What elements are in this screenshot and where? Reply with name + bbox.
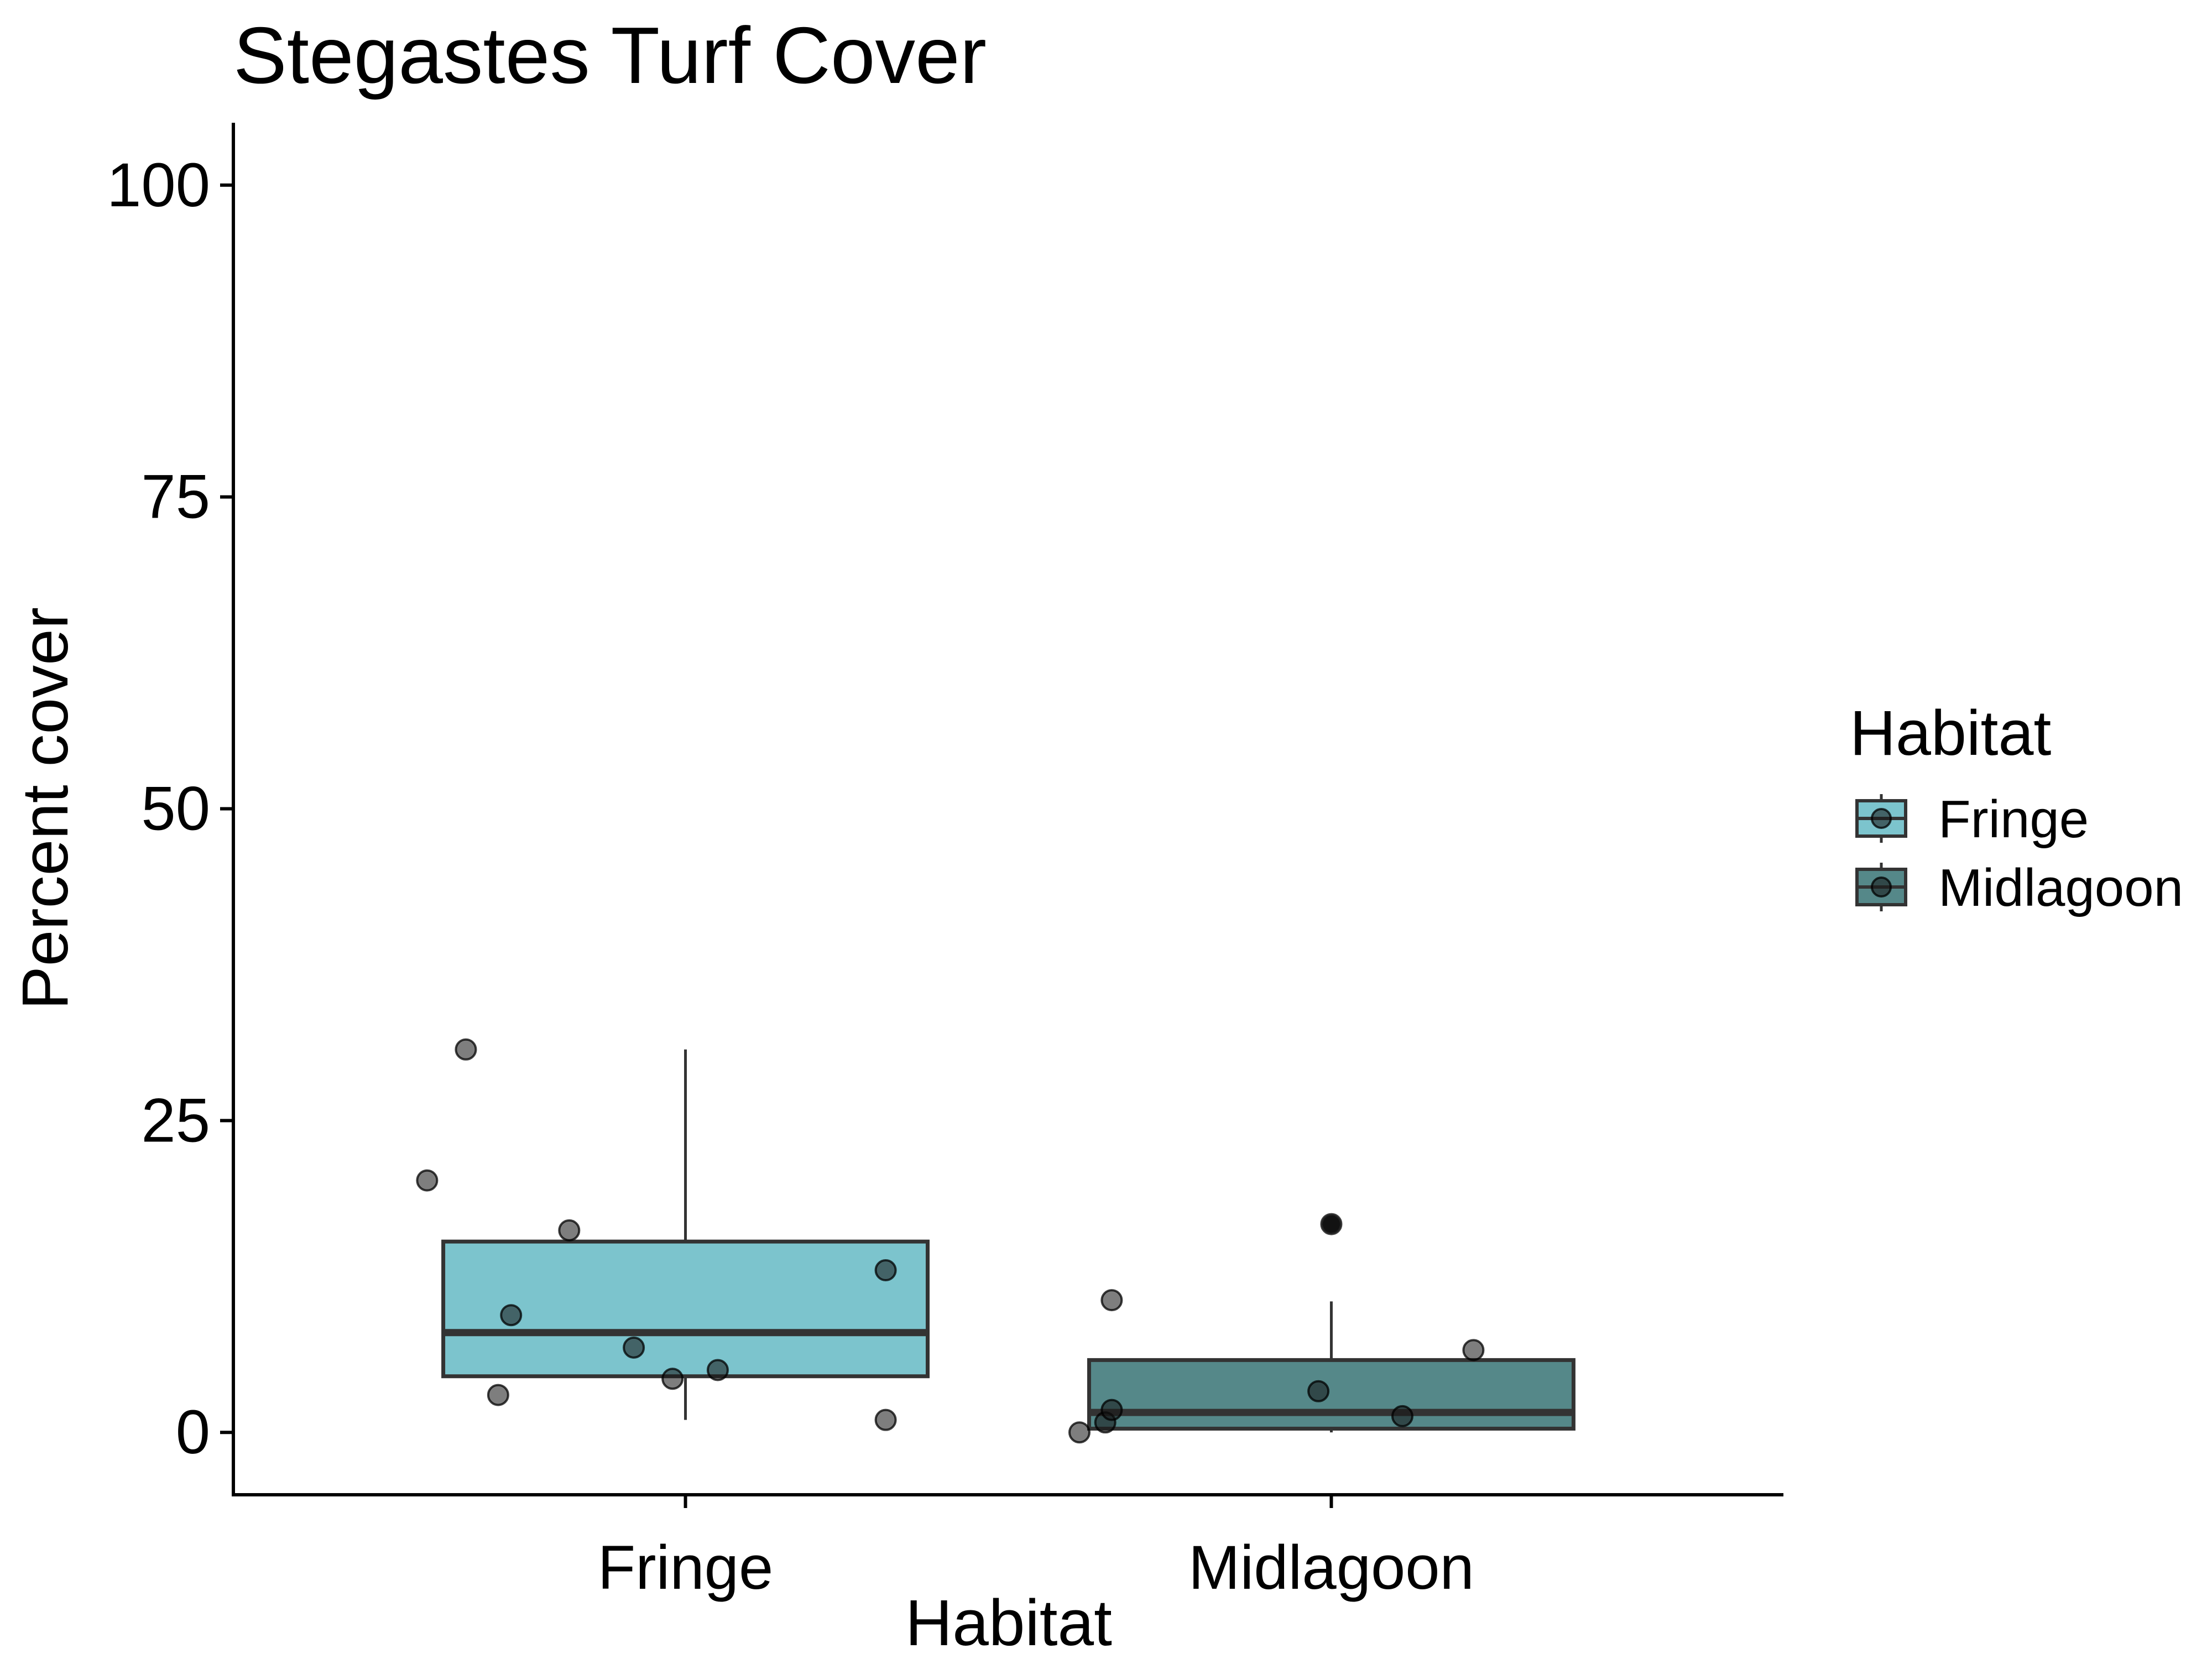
y-tick-label: 50 bbox=[141, 774, 210, 843]
data-point bbox=[1307, 1380, 1330, 1402]
data-point bbox=[558, 1219, 581, 1241]
data-point bbox=[1068, 1421, 1091, 1444]
data-point bbox=[487, 1384, 509, 1406]
data-point bbox=[416, 1169, 439, 1192]
box-midlagoon bbox=[1087, 1358, 1575, 1431]
data-point bbox=[500, 1304, 523, 1327]
data-point bbox=[623, 1336, 645, 1359]
legend-key-point bbox=[1871, 808, 1892, 829]
data-point bbox=[1100, 1399, 1123, 1421]
data-point bbox=[1391, 1405, 1413, 1427]
y-tick-label: 75 bbox=[141, 462, 210, 531]
x-tick-label: Fringe bbox=[598, 1533, 773, 1602]
data-point bbox=[1320, 1213, 1343, 1235]
plot-area bbox=[416, 1038, 1575, 1444]
data-point bbox=[661, 1368, 684, 1390]
data-point bbox=[1462, 1339, 1485, 1361]
legend: Habitat Fringe Midlagoon bbox=[1850, 698, 2183, 917]
y-axis-title: Percent cover bbox=[9, 607, 82, 1010]
data-point bbox=[874, 1259, 897, 1282]
x-tick-label: Midlagoon bbox=[1188, 1533, 1474, 1602]
chart-title: Stegastes Turf Cover bbox=[233, 11, 987, 100]
y-tick-label: 25 bbox=[141, 1086, 210, 1155]
axes: 0 25 50 75 100 Fringe Midlagoon bbox=[107, 123, 1783, 1602]
legend-key-point bbox=[1871, 877, 1892, 898]
box-fringe bbox=[441, 1239, 930, 1379]
legend-title: Habitat bbox=[1850, 698, 2051, 769]
data-point bbox=[455, 1038, 477, 1061]
legend-label: Fringe bbox=[1938, 790, 2089, 849]
data-point bbox=[706, 1359, 729, 1381]
y-tick-label: 0 bbox=[176, 1397, 210, 1467]
x-axis-title: Habitat bbox=[905, 1587, 1112, 1659]
data-point bbox=[874, 1408, 897, 1431]
data-point bbox=[1100, 1289, 1123, 1312]
legend-label: Midlagoon bbox=[1938, 858, 2183, 917]
y-tick-label: 100 bbox=[107, 150, 210, 220]
